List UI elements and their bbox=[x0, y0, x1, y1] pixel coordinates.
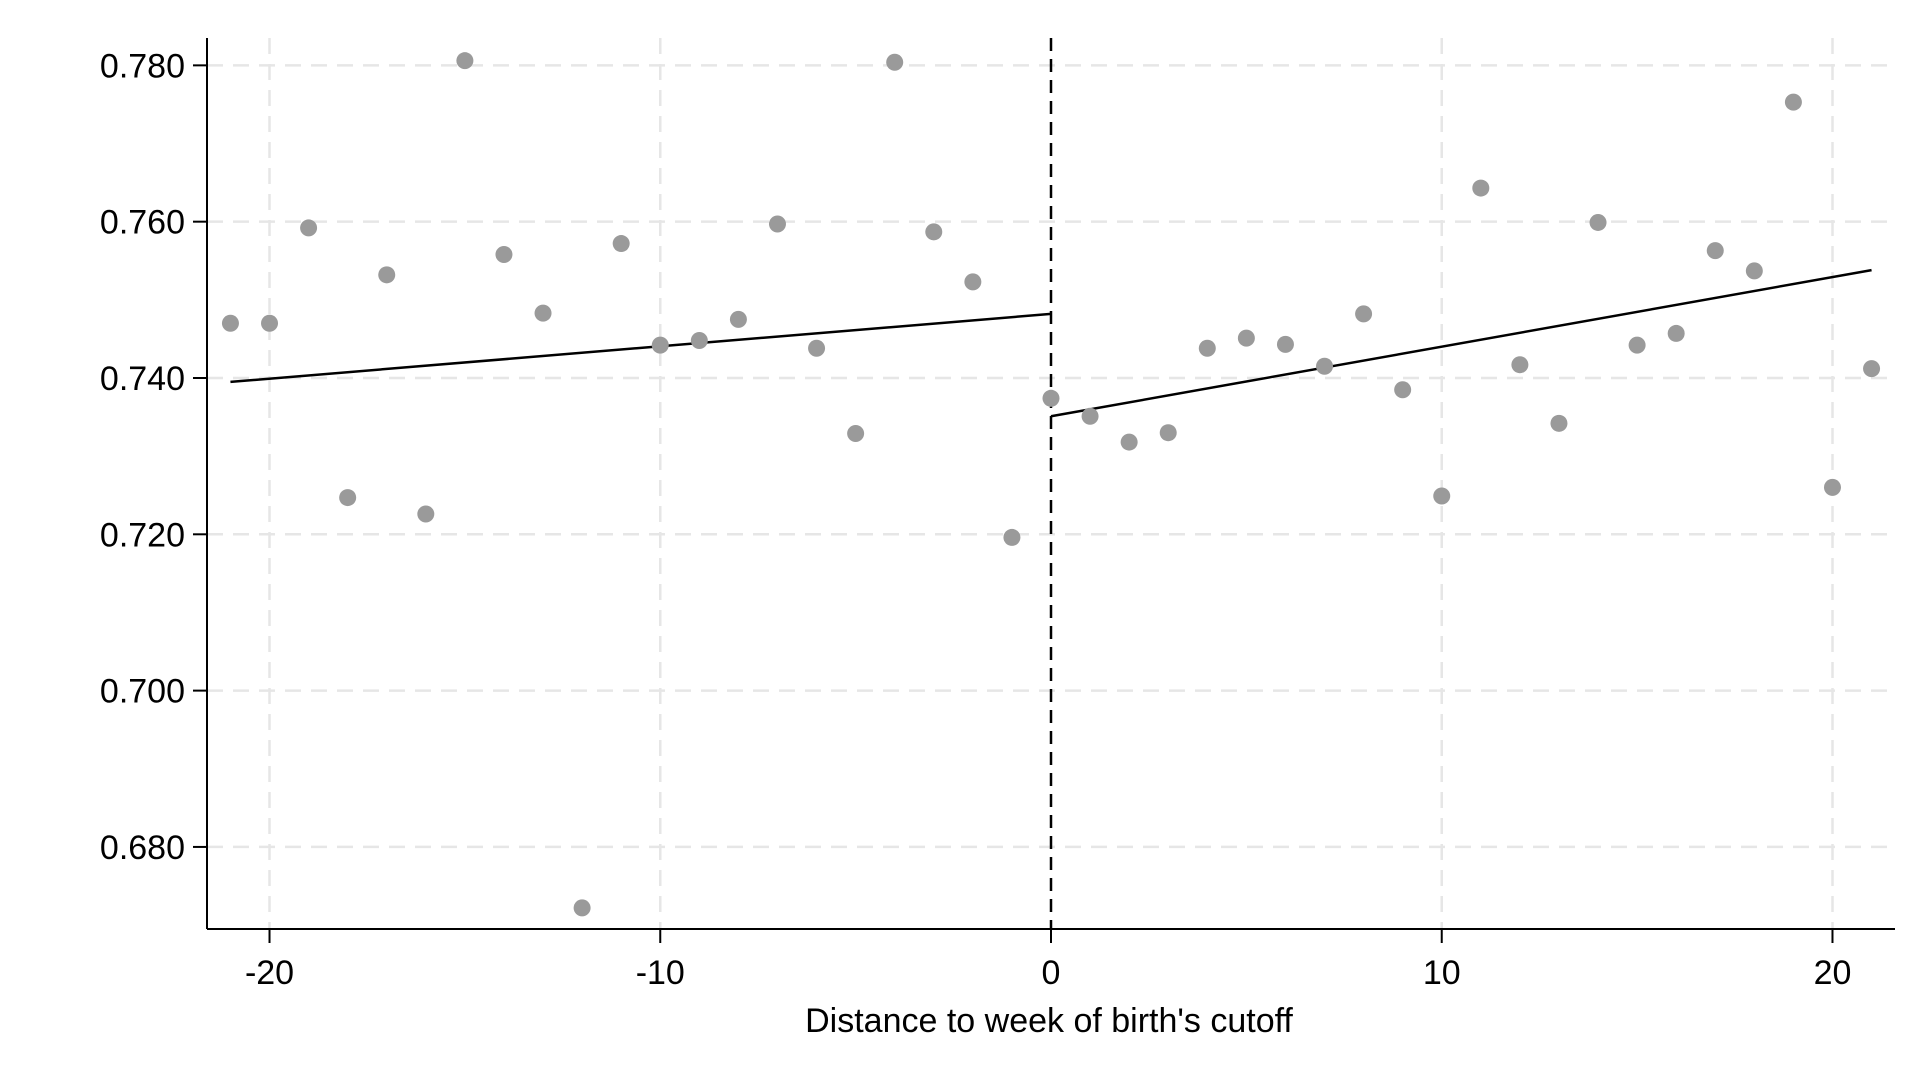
scatter-point bbox=[847, 424, 865, 442]
y-tick-label: 0.740 bbox=[100, 360, 185, 398]
scatter-point bbox=[534, 304, 552, 322]
scatter-point bbox=[729, 310, 747, 328]
scatter-point bbox=[1784, 93, 1802, 111]
y-tick-label: 0.700 bbox=[100, 673, 185, 711]
scatter-point bbox=[1159, 424, 1177, 442]
x-tick-label: 20 bbox=[1814, 954, 1852, 992]
scatter-point bbox=[651, 336, 669, 354]
scatter-point bbox=[1276, 335, 1294, 353]
scatter-point bbox=[261, 314, 279, 332]
scatter-point bbox=[768, 215, 786, 233]
scatter-point bbox=[886, 53, 904, 71]
scatter-points bbox=[221, 52, 1881, 917]
scatter-point bbox=[1355, 305, 1373, 323]
scatter-point bbox=[964, 273, 982, 291]
x-axis-title: Distance to week of birth's cutoff bbox=[805, 1002, 1293, 1040]
fit-lines bbox=[230, 268, 1872, 418]
scatter-point bbox=[612, 235, 630, 253]
scatter-point bbox=[339, 489, 357, 507]
scatter-point bbox=[1198, 339, 1216, 357]
y-tick-label: 0.680 bbox=[100, 829, 185, 867]
scatter-point bbox=[1628, 336, 1646, 354]
scatter-point bbox=[456, 52, 474, 70]
scatter-point bbox=[1120, 433, 1138, 451]
scatter-point bbox=[1394, 381, 1412, 399]
scatter-point bbox=[808, 339, 826, 357]
y-tick-label: 0.720 bbox=[100, 516, 185, 554]
scatter-point bbox=[1081, 407, 1099, 425]
scatter-point bbox=[1745, 262, 1763, 280]
y-tick-label: 0.780 bbox=[100, 47, 185, 85]
scatter-point bbox=[1589, 213, 1607, 231]
x-tick-label: 10 bbox=[1423, 954, 1461, 992]
fit-line bbox=[1050, 268, 1872, 418]
x-tick-label: -10 bbox=[636, 954, 685, 992]
scatter-point bbox=[1472, 179, 1490, 197]
scatter-point bbox=[1316, 357, 1334, 375]
scatter-point bbox=[1237, 329, 1255, 347]
scatter-point bbox=[1667, 324, 1685, 342]
scatter-point bbox=[221, 314, 239, 332]
x-tick-label: 0 bbox=[1042, 954, 1061, 992]
x-tick-label: -20 bbox=[245, 954, 294, 992]
scatter-point bbox=[1863, 360, 1881, 378]
scatter-point bbox=[1706, 242, 1724, 260]
scatter-point bbox=[690, 331, 708, 349]
y-tick-label: 0.760 bbox=[100, 204, 185, 242]
scatter-point bbox=[1042, 389, 1060, 407]
scatter-point bbox=[1550, 414, 1568, 432]
scatter-point bbox=[1433, 487, 1451, 505]
scatter-point bbox=[417, 505, 435, 523]
scatter-point bbox=[300, 219, 318, 237]
scatter-point bbox=[573, 899, 591, 917]
scatter-point bbox=[1003, 528, 1021, 546]
scatter-point bbox=[925, 223, 943, 241]
scatter-point bbox=[1823, 478, 1841, 496]
scatter-point bbox=[1511, 356, 1529, 374]
fit-line bbox=[230, 312, 1052, 384]
axes: 0.680 0.700 0.720 0.740 0.760 0.780 -20 -10 0 10 2… bbox=[100, 38, 1895, 992]
scatter-point bbox=[378, 266, 396, 284]
scatter-point bbox=[495, 245, 513, 263]
